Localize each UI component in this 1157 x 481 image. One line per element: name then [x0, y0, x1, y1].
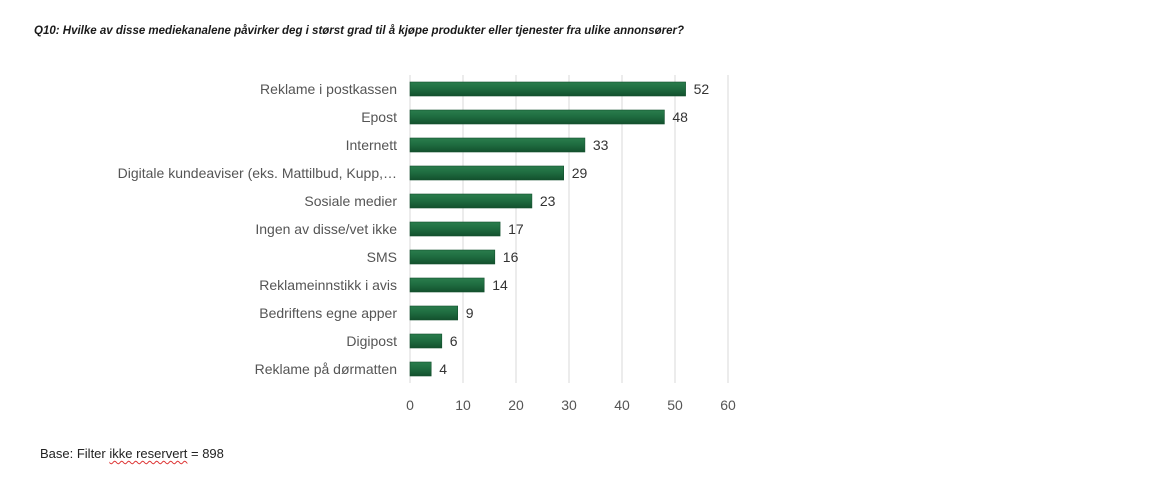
category-label: Epost: [361, 109, 397, 125]
category-label: Digitale kundeaviser (eks. Mattilbud, Ku…: [118, 165, 397, 181]
data-label: 17: [508, 221, 524, 237]
bar: [409, 305, 459, 321]
bar: [409, 81, 686, 97]
data-label: 23: [540, 193, 556, 209]
bar: [409, 361, 432, 377]
data-label: 6: [450, 333, 458, 349]
category-label: Reklameinnstikk i avis: [259, 277, 397, 293]
category-label: Digipost: [346, 333, 397, 349]
category-label: Sosiale medier: [304, 193, 397, 209]
bar: [409, 277, 485, 293]
data-label: 4: [439, 361, 447, 377]
bar: [409, 333, 443, 349]
bar: [409, 193, 533, 209]
bars: [409, 81, 686, 377]
data-labels: 52 48 33 29 23 17 16 14 964: [439, 81, 709, 377]
x-tick-label: 50: [667, 397, 683, 413]
base-note: Base: Filter ikke reservert = 898: [40, 446, 224, 461]
x-tick-label: 0: [406, 397, 414, 413]
category-label: Reklame på dørmatten: [255, 361, 397, 377]
category-label: SMS: [367, 249, 397, 265]
data-label: 29: [572, 165, 588, 181]
data-label: 52: [694, 81, 710, 97]
data-label: 14: [492, 277, 508, 293]
x-tick-label: 20: [508, 397, 524, 413]
category-labels: Reklame i postkassen Epost Internett Digita…: [118, 81, 398, 377]
bar: [409, 221, 501, 237]
x-tick-label: 40: [614, 397, 630, 413]
bar: [409, 165, 564, 181]
x-tick-label: 10: [455, 397, 471, 413]
x-axis-ticks: 0 10 20 30 40 50 60: [406, 397, 736, 413]
x-tick-label: 60: [720, 397, 736, 413]
bar: [409, 249, 496, 265]
x-tick-label: 30: [561, 397, 577, 413]
category-label: Bedriftens egne apper: [259, 305, 397, 321]
category-label: Ingen av disse/vet ikke: [255, 221, 397, 237]
category-label: Reklame i postkassen: [260, 81, 397, 97]
chart-title: Q10: Hvilke av disse mediekanalene påvir…: [34, 25, 684, 37]
bar: [409, 137, 586, 153]
base-suffix: = 898: [187, 446, 224, 461]
data-label: 33: [593, 137, 609, 153]
data-label: 48: [672, 109, 688, 125]
base-prefix: Base: Filter: [40, 446, 110, 461]
base-marked-text: ikke reservert: [109, 446, 188, 461]
category-label: Internett: [346, 137, 397, 153]
data-label: 16: [503, 249, 519, 265]
data-label: 9: [466, 305, 474, 321]
bar: [409, 109, 665, 125]
